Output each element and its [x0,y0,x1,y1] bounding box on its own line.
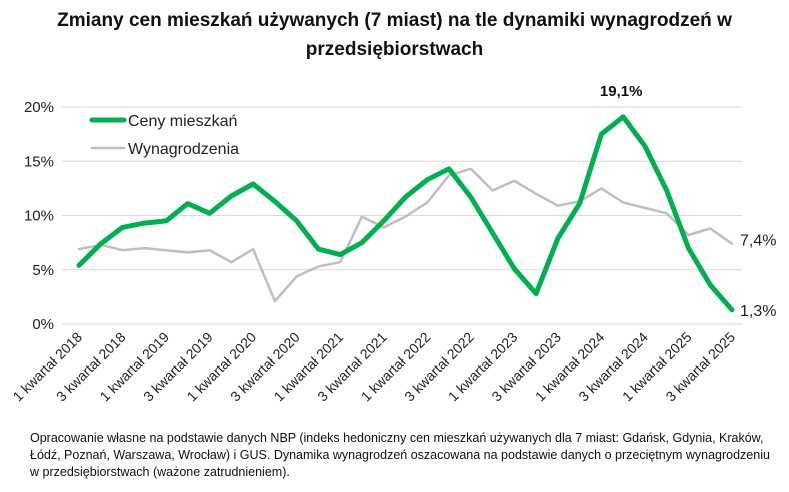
y-tick-label: 5% [32,262,54,279]
peak-label: 19,1% [600,83,643,100]
legend-label: Ceny mieszkań [128,113,237,130]
chart-title: Zmiany cen mieszkań używanych (7 miast) … [57,10,732,60]
series-line-wynagrodzenia [77,167,734,303]
y-tick-label: 15% [24,153,54,170]
legend-label: Wynagrodzenia [128,141,239,158]
last-value-label-ceny: 1,3% [740,303,776,320]
last-value-label-wynagrodzenia: 7,4% [740,233,776,250]
y-tick-label: 0% [32,316,54,333]
y-tick-label: 20% [24,99,54,116]
source-note: Opracowanie własne na podstawie danych N… [30,431,770,479]
y-tick-label: 10% [24,208,54,225]
